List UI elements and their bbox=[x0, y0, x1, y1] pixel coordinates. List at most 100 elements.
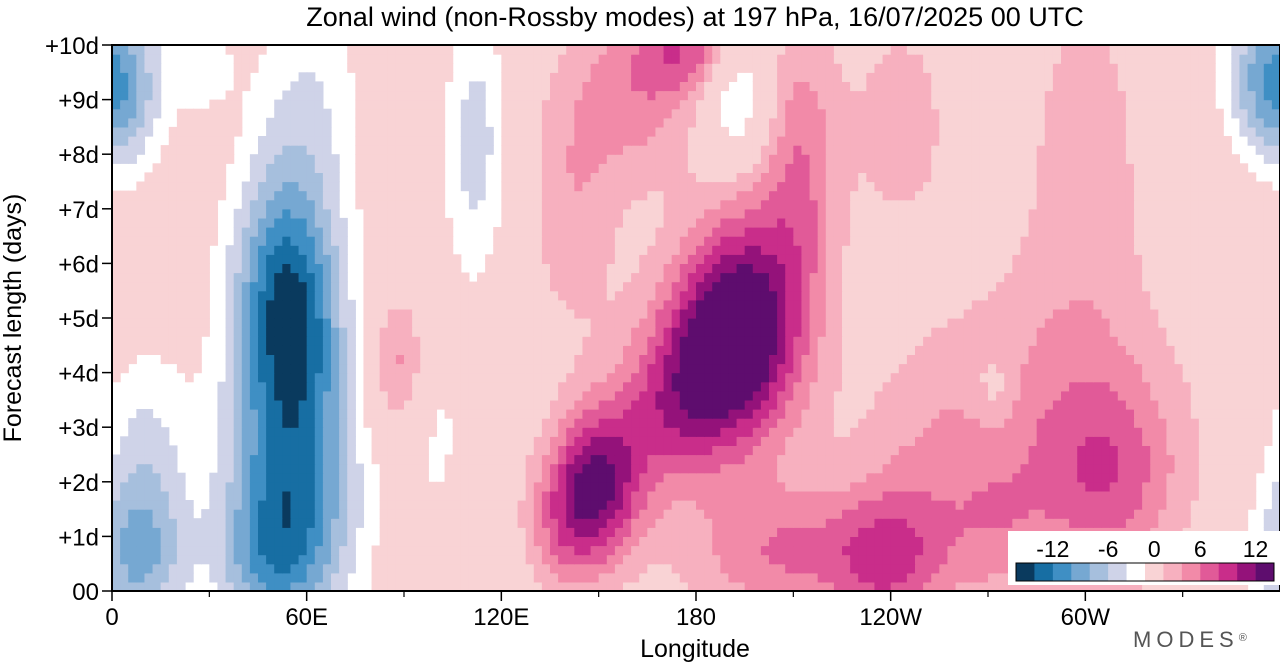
heat-cell bbox=[168, 554, 178, 565]
heat-cell bbox=[477, 290, 486, 301]
heat-cell bbox=[152, 427, 162, 437]
heat-cell bbox=[241, 327, 251, 337]
heat-cell bbox=[882, 472, 892, 483]
heat-cell bbox=[241, 299, 251, 310]
heat-cell bbox=[468, 436, 478, 446]
heat-cell bbox=[1142, 345, 1151, 355]
heat-cell bbox=[314, 436, 324, 446]
heat-cell bbox=[598, 481, 608, 492]
heat-cell bbox=[322, 436, 332, 446]
heat-cell bbox=[606, 336, 616, 346]
heat-cell bbox=[988, 290, 997, 301]
heat-cell bbox=[1174, 281, 1184, 292]
heat-cell bbox=[606, 299, 616, 310]
heat-cell bbox=[801, 290, 811, 301]
heat-cell bbox=[517, 254, 527, 264]
heat-cell bbox=[696, 418, 705, 428]
heat-cell bbox=[582, 281, 592, 292]
heat-cell bbox=[266, 527, 275, 537]
heat-cell bbox=[168, 563, 178, 574]
heat-cell bbox=[777, 418, 786, 428]
heat-cell bbox=[428, 536, 438, 547]
heat-cell bbox=[979, 536, 989, 547]
heat-cell bbox=[574, 463, 584, 474]
heat-cell bbox=[452, 500, 462, 510]
heat-cell bbox=[931, 545, 940, 556]
heat-cell bbox=[1142, 481, 1151, 492]
heat-cell bbox=[882, 372, 892, 383]
heat-cell bbox=[785, 500, 794, 510]
heat-cell bbox=[347, 409, 356, 419]
heat-cell bbox=[1166, 327, 1176, 337]
heat-cell bbox=[112, 472, 121, 483]
heat-cell bbox=[225, 372, 235, 383]
heat-cell bbox=[1085, 436, 1095, 446]
heat-cell bbox=[712, 490, 721, 501]
heat-cell bbox=[347, 481, 356, 492]
heat-cell bbox=[825, 581, 835, 591]
heat-cell bbox=[493, 509, 502, 519]
heat-cell bbox=[590, 418, 600, 428]
heat-cell bbox=[1215, 509, 1224, 519]
heat-cell bbox=[915, 336, 924, 346]
heat-cell bbox=[541, 363, 551, 374]
heat-cell bbox=[477, 381, 486, 392]
heat-cell bbox=[679, 354, 689, 365]
heat-cell bbox=[533, 472, 543, 483]
heat-cell bbox=[420, 290, 429, 301]
heat-cell bbox=[185, 299, 194, 310]
heat-cell bbox=[371, 281, 381, 292]
heat-cell bbox=[623, 427, 632, 437]
heat-cell bbox=[339, 454, 348, 465]
heat-cell bbox=[923, 272, 932, 283]
heat-cell bbox=[744, 418, 754, 428]
heat-cell bbox=[1036, 345, 1046, 355]
heat-cell bbox=[866, 454, 876, 465]
heat-cell bbox=[606, 436, 616, 446]
heat-cell bbox=[850, 545, 859, 556]
heat-cell bbox=[144, 500, 154, 510]
heat-cell bbox=[1150, 454, 1159, 465]
heat-cell bbox=[1215, 290, 1224, 301]
heat-cell bbox=[696, 290, 705, 301]
heat-cell bbox=[825, 572, 835, 583]
heat-cell bbox=[436, 481, 446, 492]
heat-cell bbox=[1036, 463, 1046, 474]
heat-cell bbox=[614, 281, 624, 292]
heat-cell bbox=[1134, 409, 1143, 419]
heat-cell bbox=[331, 472, 340, 483]
heat-cell bbox=[1150, 427, 1159, 437]
heat-cell bbox=[1020, 518, 1030, 528]
heat-cell bbox=[906, 290, 916, 301]
heat-cell bbox=[314, 409, 324, 419]
heat-cell bbox=[371, 399, 381, 410]
heat-cell bbox=[858, 263, 867, 274]
heat-cell bbox=[217, 454, 227, 465]
heat-cell bbox=[412, 454, 421, 465]
heat-cell bbox=[566, 345, 575, 355]
heat-cell bbox=[460, 427, 470, 437]
heat-cell bbox=[996, 463, 1005, 474]
heat-cell bbox=[566, 572, 575, 583]
heat-cell bbox=[241, 281, 251, 292]
heat-cell bbox=[825, 308, 835, 319]
heat-cell bbox=[785, 354, 794, 365]
heat-cell bbox=[712, 518, 721, 528]
heat-cell bbox=[801, 445, 811, 456]
heat-cell bbox=[687, 363, 697, 374]
heat-cell bbox=[704, 318, 713, 328]
heat-cell bbox=[785, 445, 794, 456]
heat-cell bbox=[1061, 318, 1070, 328]
heat-cell bbox=[185, 345, 194, 355]
heat-cell bbox=[209, 572, 219, 583]
heat-cell bbox=[395, 436, 405, 446]
heat-cell bbox=[655, 254, 665, 264]
heat-cell bbox=[233, 327, 243, 337]
heat-cell bbox=[574, 418, 584, 428]
heat-cell bbox=[598, 336, 608, 346]
heat-cell bbox=[193, 281, 202, 292]
heat-cell bbox=[752, 509, 762, 519]
heat-cell bbox=[598, 545, 608, 556]
heat-cell bbox=[185, 327, 194, 337]
heat-cell bbox=[185, 536, 194, 547]
